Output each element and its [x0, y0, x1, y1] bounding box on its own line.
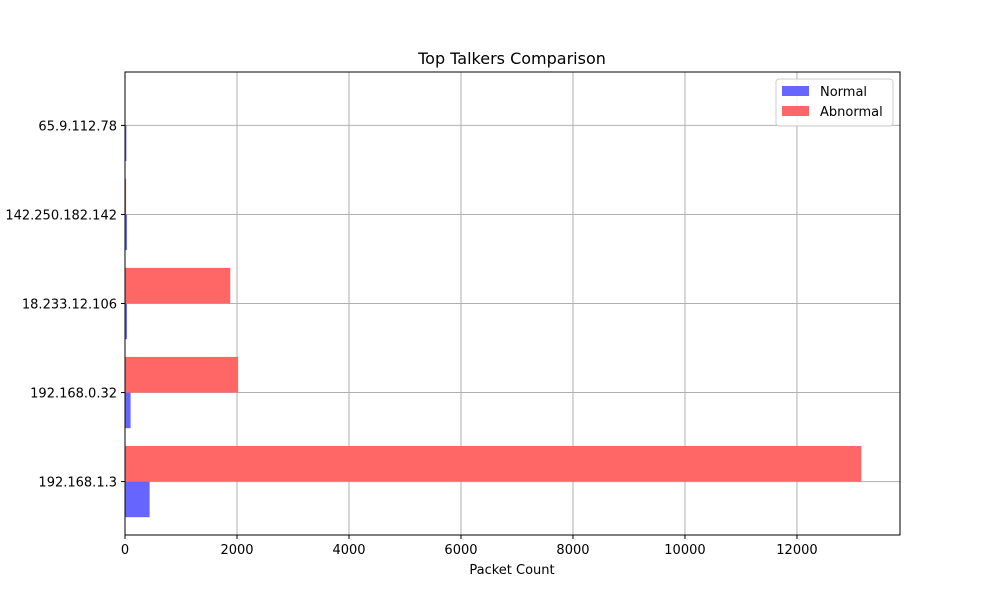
- bar-normal: [125, 303, 127, 340]
- x-axis-label: Packet Count: [469, 563, 554, 578]
- y-tick-label: 192.168.1.3: [38, 476, 117, 491]
- tick-layer: 0 2000 4000 6000 8000 10000 12000 192.168.1.3 19…: [5, 119, 817, 558]
- y-tick-label: 18.233.12.106: [22, 298, 117, 313]
- x-tick-label: 6000: [444, 543, 477, 558]
- x-tick-label: 8000: [556, 543, 589, 558]
- bar-abnormal: [125, 445, 862, 482]
- x-tick-label: 0: [121, 543, 129, 558]
- bar-abnormal: [125, 178, 127, 215]
- grid-layer: [124, 72, 900, 535]
- bar-normal: [125, 481, 150, 518]
- x-tick-label: 4000: [332, 543, 365, 558]
- legend-entry-label: Abnormal: [820, 105, 883, 120]
- x-tick-label: 10000: [664, 543, 705, 558]
- bar-abnormal: [125, 267, 231, 304]
- legend-swatch: [782, 106, 809, 116]
- bar-abnormal: [125, 356, 239, 393]
- bar-normal: [125, 392, 131, 429]
- y-tick-label: 65.9.112.78: [38, 119, 117, 134]
- bar-layer: [125, 125, 862, 518]
- x-tick-label: 12000: [776, 543, 817, 558]
- legend: Normal Abnormal: [775, 78, 894, 127]
- chart-title: Top Talkers Comparison: [417, 49, 606, 68]
- bar-normal: [125, 125, 127, 162]
- y-tick-label: 192.168.0.32: [30, 387, 117, 402]
- y-tick-label: 142.250.182.142: [5, 208, 117, 223]
- legend-swatch: [782, 86, 809, 96]
- bar-normal: [125, 214, 127, 251]
- x-tick-label: 2000: [220, 543, 253, 558]
- legend-entry-label: Normal: [820, 85, 867, 100]
